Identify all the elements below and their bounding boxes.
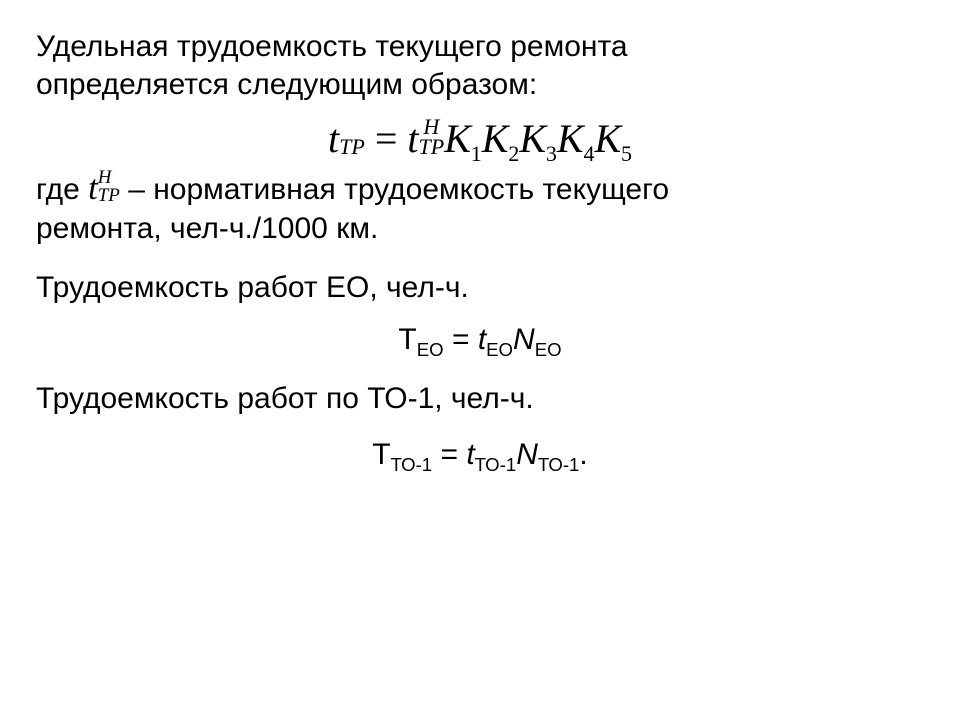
intro-paragraph: Удельная трудоемкость текущего ремонта о…	[36, 28, 924, 103]
inline-sub-tp: ТР	[98, 187, 120, 204]
to1-N-sub: ТО-1	[538, 454, 580, 475]
eo-t-sub: ЕО	[486, 339, 513, 360]
k4-sub: 4	[583, 141, 594, 166]
t-sub-tp: ТР	[339, 137, 365, 157]
inline-t-tp-h: tНТР	[88, 169, 120, 207]
eo-eq: =	[444, 323, 478, 356]
to1-dot: .	[579, 438, 587, 471]
equals-sign: =	[375, 116, 408, 161]
k2: К	[482, 116, 509, 161]
eo-N: N	[513, 323, 535, 356]
inline-t: t	[88, 169, 98, 207]
k1-sub: 1	[471, 141, 482, 166]
k3: К	[519, 116, 546, 161]
to1-N: N	[516, 438, 538, 471]
intro-line1: Удельная трудоемкость текущего ремонта	[36, 30, 628, 63]
var-t: t	[328, 116, 339, 161]
to1-title: Трудоемкость работ по ТО-1, чел-ч.	[36, 380, 924, 418]
to1-T: Т	[372, 438, 390, 471]
eo-N-sub: ЕО	[535, 339, 562, 360]
to1-t: t	[466, 438, 474, 471]
intro-line2: определяется следующим образом:	[36, 68, 537, 101]
t-subsup: НТР	[339, 117, 365, 157]
k3-sub: 3	[546, 141, 557, 166]
inline-subsup: НТР	[98, 169, 120, 203]
t2-subsup: НТР	[419, 117, 445, 157]
t2-sub-tp: ТР	[419, 137, 445, 157]
k5: К	[594, 116, 621, 161]
where-paragraph: где tНТР – нормативная трудоемкость теку…	[36, 167, 924, 248]
main-formula: tНТР = tНТРК1К2К3К4К5	[36, 117, 924, 159]
eo-formula: ТЕО = tЕОNЕО	[36, 321, 924, 359]
document-page: Удельная трудоемкость текущего ремонта о…	[0, 0, 960, 720]
k2-sub: 2	[508, 141, 519, 166]
k4: К	[557, 116, 584, 161]
eo-t: t	[478, 323, 486, 356]
inline-sup-h: Н	[98, 169, 120, 186]
eo-T: Т	[398, 323, 416, 356]
eo-T-sub: ЕО	[417, 339, 444, 360]
to1-t-sub: ТО-1	[475, 454, 517, 475]
eo-title: Трудоемкость работ ЕО, чел-ч.	[36, 269, 924, 307]
k1: К	[444, 116, 471, 161]
to1-T-sub: ТО-1	[391, 454, 433, 475]
to1-formula: ТТО-1 = tТО-1NТО-1.	[36, 436, 924, 474]
where-prefix: где	[36, 173, 88, 206]
where-text1: нормативная трудоемкость текущего	[153, 173, 669, 206]
to1-block: Трудоемкость работ по ТО-1, чел-ч. ТТО-1…	[36, 380, 924, 473]
eo-block: Трудоемкость работ ЕО, чел-ч. ТЕО = tЕОN…	[36, 269, 924, 358]
k5-sub: 5	[621, 141, 632, 166]
to1-eq: =	[432, 438, 466, 471]
where-dash: –	[120, 173, 153, 206]
where-text2: ремонта, чел-ч./1000 км.	[36, 212, 378, 245]
var-t2: t	[407, 116, 418, 161]
